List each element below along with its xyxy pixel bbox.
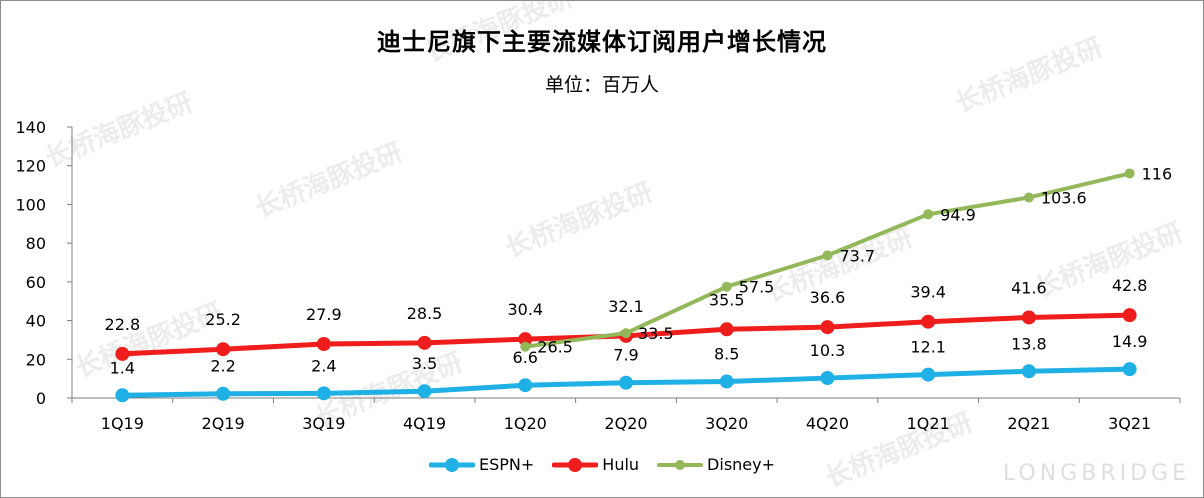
data-label-hulu: 28.5 [407, 304, 443, 323]
y-tick-label: 140 [15, 118, 46, 137]
data-point-disney [621, 328, 631, 339]
data-point-hulu [1122, 308, 1137, 323]
x-tick-label: 3Q20 [705, 414, 748, 433]
data-label-espn: 1.4 [110, 358, 135, 377]
data-point-disney [822, 250, 833, 261]
series-lines [115, 168, 1137, 403]
y-tick-label: 0 [36, 389, 46, 408]
data-label-espn: 12.1 [910, 338, 946, 357]
data-label-espn: 13.8 [1011, 334, 1047, 353]
data-point-espn [820, 371, 835, 386]
data-label-hulu: 39.4 [910, 283, 946, 302]
data-label-espn: 14.9 [1112, 332, 1148, 351]
data-label-disney: 73.7 [839, 246, 875, 265]
data-point-hulu [518, 332, 533, 347]
data-point-espn [316, 386, 331, 401]
data-point-hulu [216, 342, 231, 357]
chart-subtitle: 单位：百万人 [544, 74, 659, 96]
data-label-disney: 57.5 [739, 278, 775, 297]
legend-marker-disney [657, 459, 704, 470]
data-point-espn [921, 367, 936, 382]
data-point-hulu [115, 346, 130, 361]
legend-item-hulu: Hulu [552, 455, 639, 474]
data-point-hulu [719, 322, 734, 337]
legend-marker-espn [428, 457, 475, 472]
legend-marker-hulu [552, 457, 599, 472]
y-tick-label: 20 [26, 350, 46, 369]
data-label-hulu: 32.1 [608, 297, 644, 316]
legend-label-hulu: Hulu [602, 455, 640, 474]
data-point-disney [923, 209, 934, 220]
data-point-espn [1122, 362, 1137, 377]
data-label-espn: 2.4 [311, 356, 336, 375]
x-tick-label: 2Q21 [1007, 414, 1050, 433]
x-tick-label: 2Q20 [604, 414, 647, 433]
data-label-disney: 103.6 [1041, 188, 1087, 207]
axes: 0 20 40 60 80 100 120 140 1Q19 2Q19 3Q19 4Q19 1Q20 2Q… [15, 118, 1181, 433]
data-label-hulu: 36.6 [810, 288, 846, 307]
y-tick-label: 80 [26, 234, 46, 253]
legend-label-disney: Disney+ [707, 455, 776, 474]
data-label-hulu: 25.2 [205, 310, 241, 329]
data-label-espn: 8.5 [714, 345, 739, 364]
data-point-hulu [1021, 310, 1036, 325]
y-tick-label: 60 [26, 273, 46, 292]
data-point-hulu [921, 314, 936, 329]
data-labels: 1.4 2.2 2.4 3.5 6.6 7.9 8.5 10.3 12.1 13.8 14.9 22.… [105, 164, 1173, 377]
chart-title: 迪士尼旗下主要流媒体订阅用户增长情况 [377, 28, 827, 56]
data-label-hulu: 30.4 [507, 300, 543, 319]
data-point-espn [1021, 364, 1036, 379]
data-label-hulu: 41.6 [1011, 278, 1047, 297]
legend-item-disney: Disney+ [657, 455, 775, 474]
data-label-disney: 33.5 [638, 324, 674, 343]
data-label-hulu: 42.8 [1112, 276, 1148, 295]
data-label-disney: 26.5 [537, 338, 573, 357]
x-tick-label: 2Q19 [202, 414, 245, 433]
data-label-hulu: 35.5 [709, 290, 745, 309]
data-label-espn: 6.6 [513, 348, 538, 367]
y-tick-label: 100 [15, 195, 46, 214]
data-label-espn: 7.9 [613, 346, 638, 365]
x-tick-label: 3Q21 [1108, 414, 1151, 433]
data-point-espn [719, 374, 734, 389]
data-point-disney [520, 341, 531, 352]
data-point-hulu [316, 336, 331, 351]
legend-label-espn: ESPN+ [478, 455, 535, 474]
brand-logo-text: LONGBRIDGE [1002, 461, 1190, 486]
x-tick-label: 1Q20 [504, 414, 547, 433]
x-tick-label: 4Q19 [403, 414, 446, 433]
data-point-hulu [820, 320, 835, 335]
data-point-espn [417, 384, 432, 399]
data-point-hulu [417, 335, 432, 350]
data-point-espn [115, 388, 130, 403]
x-tick-label: 1Q21 [907, 414, 950, 433]
data-label-hulu: 22.8 [105, 315, 141, 334]
data-label-espn: 10.3 [810, 341, 846, 360]
x-tick-label: 1Q19 [101, 414, 144, 433]
legend-item-espn: ESPN+ [428, 455, 535, 474]
x-tick-label: 4Q20 [806, 414, 849, 433]
data-point-espn [518, 378, 533, 393]
x-tick-label: 3Q19 [302, 414, 345, 433]
data-point-espn [216, 386, 231, 401]
data-point-disney [1023, 192, 1034, 203]
legend: ESPN+ Hulu Disney+ [0, 455, 1204, 474]
data-label-espn: 2.2 [210, 357, 235, 376]
data-point-disney [721, 281, 732, 292]
y-tick-label: 120 [15, 157, 46, 176]
data-label-disney: 116 [1142, 164, 1173, 183]
y-tick-label: 40 [26, 312, 46, 331]
data-point-disney [1124, 168, 1135, 179]
data-point-espn [619, 375, 633, 390]
data-label-disney: 94.9 [940, 205, 976, 224]
data-label-hulu: 27.9 [306, 305, 342, 324]
data-label-espn: 3.5 [412, 354, 437, 373]
